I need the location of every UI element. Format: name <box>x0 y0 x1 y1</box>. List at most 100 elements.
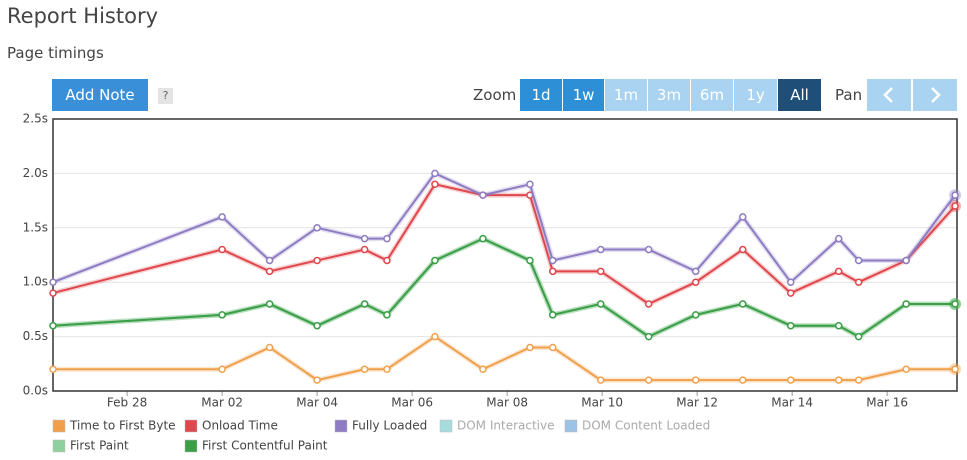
point <box>902 256 910 265</box>
help-icon[interactable]: ? <box>158 88 173 104</box>
point <box>902 365 910 373</box>
series <box>49 169 962 286</box>
point <box>360 234 369 243</box>
y-tick-label: 1.0s <box>23 275 48 289</box>
point <box>902 300 910 308</box>
pan-left-button[interactable] <box>867 79 911 111</box>
point <box>265 256 274 265</box>
zoom-button[interactable]: 1d <box>520 79 562 111</box>
section-title: Page timings <box>7 44 104 62</box>
zoom-button[interactable]: 1y <box>734 79 777 111</box>
zoom-button[interactable]: 1w <box>563 79 604 111</box>
point <box>854 332 863 341</box>
point <box>526 256 534 265</box>
legend-swatch <box>564 419 578 433</box>
point <box>218 365 226 373</box>
zoom-button[interactable]: 6m <box>691 79 733 111</box>
legend-swatch <box>184 439 198 453</box>
point <box>739 213 747 221</box>
x-tick-label: Mar 08 <box>486 396 528 410</box>
point <box>431 169 439 178</box>
point <box>596 300 605 308</box>
point <box>834 267 843 276</box>
point <box>854 256 863 265</box>
series-line <box>53 335 956 382</box>
legend-label: Onload Time <box>202 419 278 433</box>
zoom-button[interactable]: 3m <box>648 79 690 111</box>
point <box>691 311 700 319</box>
point <box>834 234 843 243</box>
point <box>383 234 391 243</box>
x-tick-label: Feb 28 <box>107 396 147 410</box>
point <box>644 376 653 384</box>
point <box>49 289 57 297</box>
point <box>548 267 557 276</box>
legend-label: Time to First Byte <box>69 419 176 433</box>
point <box>786 321 795 330</box>
point <box>479 365 487 373</box>
legend-label: Fully Loaded <box>352 419 427 433</box>
series-line <box>52 183 956 306</box>
point <box>786 289 795 297</box>
legend-swatch <box>439 419 453 433</box>
point <box>739 245 747 254</box>
point <box>854 278 863 286</box>
x-tick-label: Mar 10 <box>581 396 623 410</box>
point <box>479 234 487 243</box>
point <box>431 180 439 189</box>
y-tick-label: 1.5s <box>23 220 48 234</box>
zoom-button[interactable]: 1m <box>605 79 647 111</box>
point <box>548 256 557 265</box>
zoom-label: Zoom <box>473 86 517 104</box>
point <box>644 332 653 341</box>
y-tick-label: 2.5s <box>23 112 48 126</box>
legend-label: First Contentful Paint <box>202 439 328 453</box>
point <box>834 321 843 330</box>
arrow-left <box>883 87 893 103</box>
point <box>313 224 321 232</box>
arrow-right <box>931 87 941 103</box>
point <box>526 180 534 189</box>
point <box>786 376 795 384</box>
point <box>265 267 274 276</box>
point <box>854 376 863 384</box>
zoom-button[interactable]: All <box>778 79 821 111</box>
point <box>644 300 653 308</box>
add-note-button[interactable]: Add Note <box>52 79 148 111</box>
point <box>479 191 487 199</box>
point <box>431 256 439 265</box>
y-tick-label: 0.5s <box>23 329 48 343</box>
legend-label: DOM Interactive <box>457 419 555 433</box>
point <box>644 245 653 254</box>
x-tick-label: Mar 06 <box>391 396 433 410</box>
legend-label: DOM Content Loaded <box>582 419 710 433</box>
point <box>265 343 274 352</box>
series <box>49 234 962 341</box>
point <box>313 321 321 330</box>
point <box>596 376 605 384</box>
point <box>526 343 534 352</box>
x-tick-label: Mar 14 <box>771 396 813 410</box>
point <box>834 376 843 384</box>
point <box>951 300 959 308</box>
point <box>49 365 57 373</box>
point <box>360 245 369 254</box>
point <box>218 213 226 221</box>
x-tick-label: Mar 02 <box>201 396 243 410</box>
point <box>431 332 439 341</box>
pan-right-button[interactable] <box>913 79 957 111</box>
legend-swatch <box>52 419 66 433</box>
y-tick-label: 2.0s <box>23 166 48 180</box>
point <box>739 376 747 384</box>
point <box>596 267 605 276</box>
point <box>313 376 321 384</box>
point <box>265 300 274 308</box>
point <box>691 376 700 384</box>
point <box>596 245 605 254</box>
legend-swatch <box>52 439 66 453</box>
point <box>360 365 369 373</box>
point <box>691 278 700 286</box>
series <box>49 332 962 384</box>
